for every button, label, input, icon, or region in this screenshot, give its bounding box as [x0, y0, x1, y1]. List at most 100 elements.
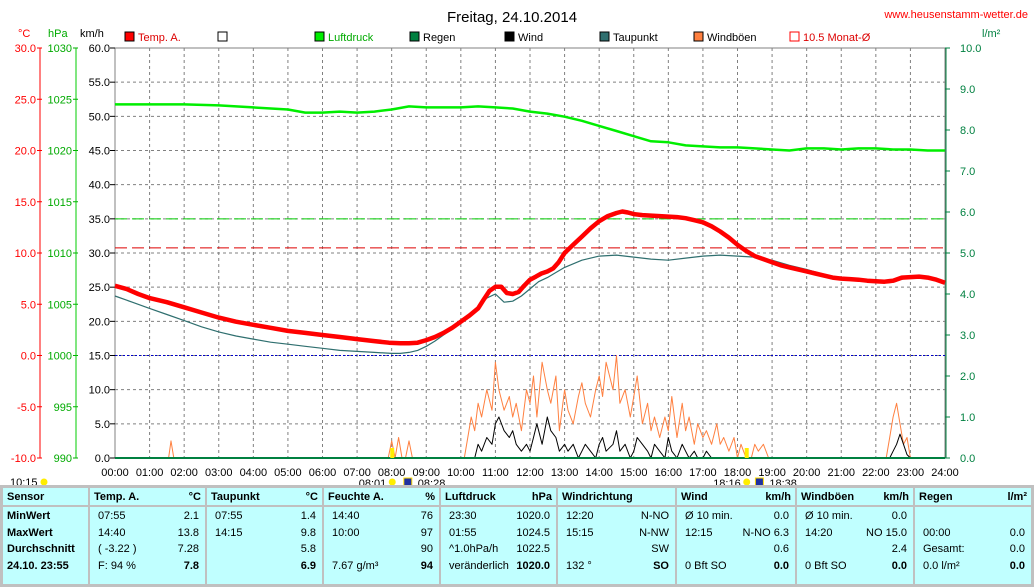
panel-cell-value: 0.0: [891, 560, 907, 572]
series-line-luftdruck: [115, 103, 945, 152]
panel-column-dir: Windrichtung: [558, 488, 675, 505]
panel-cell-value: 0.0: [1009, 560, 1025, 572]
panel-body-press: 23:30 1020.0 01:55 1024.5 ^1.0hPa/h 1022.5 ver…: [441, 507, 556, 584]
panel-cell-value: 5.8: [300, 543, 316, 555]
panel-column-gust: Windböen km/h: [797, 488, 913, 505]
sunset-label: 18:16: [713, 478, 741, 485]
panel-head: Windböen: [801, 491, 855, 503]
panel-column-hum: Feuchte A.%: [324, 488, 439, 505]
pressure-tick-label: 1025: [48, 94, 72, 106]
panel-head: Feuchte A.: [328, 491, 384, 503]
legend-swatch: [124, 31, 135, 42]
x-tick-label: 16:00: [655, 467, 683, 479]
x-tick-label: 15:00: [620, 467, 648, 479]
temp-tick-label: 0.0: [21, 351, 36, 363]
panel-cell-value: N-NO: [640, 510, 669, 522]
panel-body-dir: 12:20 N-NO 15:15 N-NW SW 132 ° SO: [558, 507, 675, 584]
wind-unit-label: km/h: [80, 28, 104, 40]
pressure-tick-label: 990: [54, 453, 72, 465]
x-tick-label: 10:00: [447, 467, 475, 479]
panel-cell-value: 0.6: [773, 543, 789, 555]
x-tick-label: 24:00: [931, 467, 959, 479]
panel-cell-value: SO: [653, 560, 669, 572]
panel-head: Temp. A.: [94, 491, 140, 503]
panel-head: Windrichtung: [562, 491, 633, 503]
legend-swatch: [314, 31, 325, 42]
wind-tick-label: 0.0: [95, 453, 110, 465]
sunset-marker: [744, 448, 749, 458]
legend-label: 10.5 Monat-Ø: [803, 32, 871, 44]
temp-tick-label: 5.0: [21, 299, 36, 311]
x-tick-label: 07:00: [343, 467, 371, 479]
panel-cell-label: 14:15: [215, 527, 243, 539]
panel-row-label: MinWert: [7, 510, 51, 522]
legend-swatch: [693, 31, 704, 42]
pressure-tick-label: 1000: [48, 351, 72, 363]
panel-column-rain: Regen l/m²: [915, 488, 1031, 505]
panel-cell-value: 1.4: [300, 510, 316, 522]
panel-cell-value: 13.8: [177, 527, 199, 539]
panel-cell-value: 0.0: [1009, 543, 1025, 555]
panel-cell-label: 15:15: [566, 527, 594, 539]
panel-cell-label: 23:30: [449, 510, 477, 522]
series-line-temp-a-: [114, 209, 946, 346]
panel-unit: km/h: [883, 491, 909, 503]
chart-title: Freitag, 24.10.2014: [447, 9, 577, 26]
panel-cell-label: 14:40: [332, 510, 360, 522]
pressure-unit-label: hPa: [48, 28, 68, 40]
wind-tick-label: 55.0: [89, 77, 110, 89]
reference-lines: [115, 218, 945, 356]
panel-cell-label: 07:55: [215, 510, 243, 522]
wind-tick-label: 25.0: [89, 282, 110, 294]
panel-cell-label: ^1.0hPa/h: [449, 543, 499, 555]
panel-head: Taupunkt: [211, 491, 260, 503]
panel-body-wind: Ø 10 min. 0.0 12:15 N-NO 6.3 0.6 0 Bft SO 0.0: [677, 507, 795, 584]
pressure-tick-label: 1010: [48, 248, 72, 260]
panel-cell-label: 14:40: [98, 527, 126, 539]
rain-tick-label: 4.0: [960, 289, 975, 301]
moon-icon: [754, 477, 764, 485]
wind-tick-label: 10.0: [89, 385, 110, 397]
panel-head: Luftdruck: [445, 491, 496, 503]
pressure-tick-label: 1020: [48, 146, 72, 158]
x-tick-label: 21:00: [827, 467, 855, 479]
temp-tick-label: 15.0: [15, 197, 36, 209]
x-tick-label: 00:00: [101, 467, 129, 479]
legend-swatch: [409, 31, 420, 42]
sunrise-marker: [390, 448, 395, 458]
panel-unit: °C: [188, 491, 201, 503]
panel-cell-label: 14:20: [805, 527, 833, 539]
panel-column-sensor: Sensor: [3, 488, 88, 505]
pressure-tick-label: 1005: [48, 299, 72, 311]
panel-unit: °C: [305, 491, 318, 503]
panel-row-label: MaxWert: [7, 527, 53, 539]
panel-cell-label: 0 Bft SO: [805, 560, 847, 572]
x-tick-label: 19:00: [758, 467, 786, 479]
wind-tick-label: 45.0: [89, 146, 110, 158]
weather-chart: Freitag, 24.10.2014 www.heusenstamm-wett…: [10, 9, 1028, 485]
sun-icon: [743, 478, 751, 485]
site-url[interactable]: www.heusenstamm-wetter.de: [883, 9, 1028, 21]
legend-label: Luftdruck: [328, 32, 374, 44]
x-tick-label: 02:00: [170, 467, 198, 479]
panel-cell-label: F: 94 %: [98, 560, 136, 572]
panel-cell-label: 12:20: [566, 510, 594, 522]
panel-cell-value: 1020.0: [516, 510, 550, 522]
panel-column-dew: Taupunkt °C: [207, 488, 322, 505]
panel-body-sensor: MinWert MaxWert Durchschnitt 24.10. 23:55: [3, 507, 88, 584]
axes: 30.0 25.0 20.0 15.0 10.0 5.0 0.0 -5.0 -10.0 1030 1…: [11, 43, 982, 479]
x-tick-label: 11:00: [482, 467, 509, 479]
rain-tick-label: 8.0: [960, 125, 975, 137]
panel-body-temp: 07:55 2.1 14:40 13.8 ( -3.22 ) 7.28 F: 94 % 7.8: [90, 507, 205, 584]
sun-start-label: 10:15: [10, 477, 38, 485]
panel-cell-label: 12:15: [685, 527, 713, 539]
pressure-tick-label: 1015: [48, 197, 72, 209]
panel-unit: %: [425, 491, 435, 503]
wind-tick-label: 5.0: [95, 419, 110, 431]
panel-cell-value: 2.1: [183, 510, 199, 522]
panel-column-temp: Temp. A. °C: [90, 488, 205, 505]
x-tick-label: 12:00: [516, 467, 544, 479]
x-tick-label: 13:00: [551, 467, 579, 479]
panel-cell-value: 2.4: [891, 543, 907, 555]
stats-panel: Sensor MinWert MaxWert Durchschnitt 24.10. 2…: [0, 485, 1034, 587]
